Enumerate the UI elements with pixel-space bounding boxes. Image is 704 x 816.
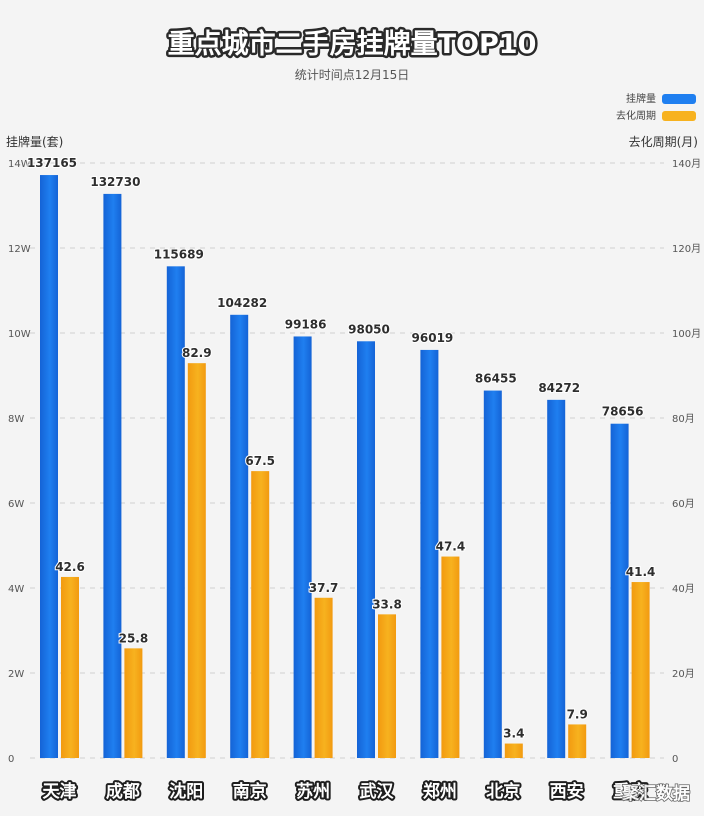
data-label-listings: 78656 <box>602 405 644 419</box>
bar-listings <box>166 266 185 758</box>
category-label: 重庆 <box>613 781 647 802</box>
category-label: 武汉 <box>360 781 395 802</box>
data-label-destock: 33.8 <box>372 597 402 611</box>
left-tick-label: 8W <box>8 414 24 425</box>
left-tick-label: 2W <box>8 669 24 680</box>
category-label: 郑州 <box>423 781 457 802</box>
left-tick-label: 4W <box>8 584 24 595</box>
data-label-destock: 67.5 <box>245 454 275 468</box>
category-label: 西安 <box>550 781 584 802</box>
bar-destock <box>631 582 650 758</box>
right-tick-label: 20月 <box>672 668 695 680</box>
legend-swatch-destock <box>662 111 696 121</box>
bar-listings <box>103 193 122 758</box>
data-label-destock: 25.8 <box>119 631 149 645</box>
right-tick-label: 80月 <box>672 413 695 425</box>
category-label: 天津 <box>43 781 77 802</box>
right-tick-label: 120月 <box>672 243 701 255</box>
category-label: 北京 <box>486 781 520 802</box>
data-label-listings: 96019 <box>412 331 454 345</box>
bar-destock <box>378 614 396 758</box>
bar-listings <box>40 175 58 758</box>
bar-destock <box>314 597 333 758</box>
left-tick-label: 6W <box>8 499 24 510</box>
data-label-destock: 47.4 <box>436 540 466 554</box>
data-label-destock: 41.4 <box>626 565 656 579</box>
category-label: 成都 <box>106 781 140 802</box>
bar-destock <box>124 648 143 758</box>
right-axis-title: 去化周期(月) <box>629 135 698 149</box>
data-label-destock: 37.7 <box>309 581 339 595</box>
bar-listings <box>547 399 566 758</box>
bar-listings <box>610 423 629 758</box>
category-label: 苏州 <box>296 781 330 802</box>
left-tick-label: 12W <box>8 244 31 255</box>
legend-swatch-listings <box>662 94 696 104</box>
data-label-destock: 7.9 <box>567 707 588 721</box>
data-label-destock: 42.6 <box>55 560 85 574</box>
right-tick-label: 60月 <box>672 498 695 510</box>
data-label-listings: 104282 <box>217 296 267 310</box>
bar-listings <box>230 314 249 758</box>
bar-destock <box>504 743 523 758</box>
data-label-listings: 86455 <box>475 372 517 386</box>
watermark: 聚汇数据 <box>621 783 690 804</box>
data-label-listings: 99186 <box>285 317 327 331</box>
right-tick-label: 100月 <box>672 328 701 340</box>
legend-label-listings: 挂牌量 <box>626 92 656 105</box>
data-label-listings: 132730 <box>90 175 140 189</box>
left-axis-title: 挂牌量(套) <box>6 135 63 149</box>
bar-destock <box>187 363 206 758</box>
data-label-destock: 3.4 <box>503 727 524 741</box>
labels-layer: 137165 42.6 天津 132730 25.8 成都 115689 82.9 沈阳 1042… <box>26 155 656 804</box>
chart-title: 重点城市二手房挂牌量TOP10 <box>168 28 537 60</box>
chart-subtitle: 统计时间点12月15日 <box>295 68 410 82</box>
data-label-listings: 98050 <box>348 322 390 336</box>
bar-listings <box>357 341 375 758</box>
bars-layer <box>40 175 650 758</box>
bar-listings <box>293 336 312 758</box>
data-label-listings: 115689 <box>154 247 204 261</box>
left-tick-label: 0 <box>8 754 14 765</box>
bar-destock <box>251 471 270 758</box>
left-tick-label: 10W <box>8 329 31 340</box>
data-label-listings: 137165 <box>27 156 77 170</box>
legend-label-destock: 去化周期 <box>616 109 656 122</box>
bar-listings <box>420 349 439 758</box>
bar-destock <box>441 556 460 758</box>
data-label-destock: 82.9 <box>182 346 212 360</box>
category-label: 南京 <box>233 781 267 802</box>
right-tick-label: 40月 <box>672 583 695 595</box>
right-tick-label: 140月 <box>672 158 701 170</box>
data-label-listings: 84272 <box>538 381 580 395</box>
legend: 挂牌量 去化周期 <box>616 92 696 122</box>
left-tick-label: 14W <box>8 159 31 170</box>
right-tick-label: 0 <box>672 754 678 765</box>
bar-destock <box>568 724 587 758</box>
category-label: 沈阳 <box>169 781 203 802</box>
bar-destock <box>61 576 79 758</box>
bar-listings <box>483 390 502 758</box>
